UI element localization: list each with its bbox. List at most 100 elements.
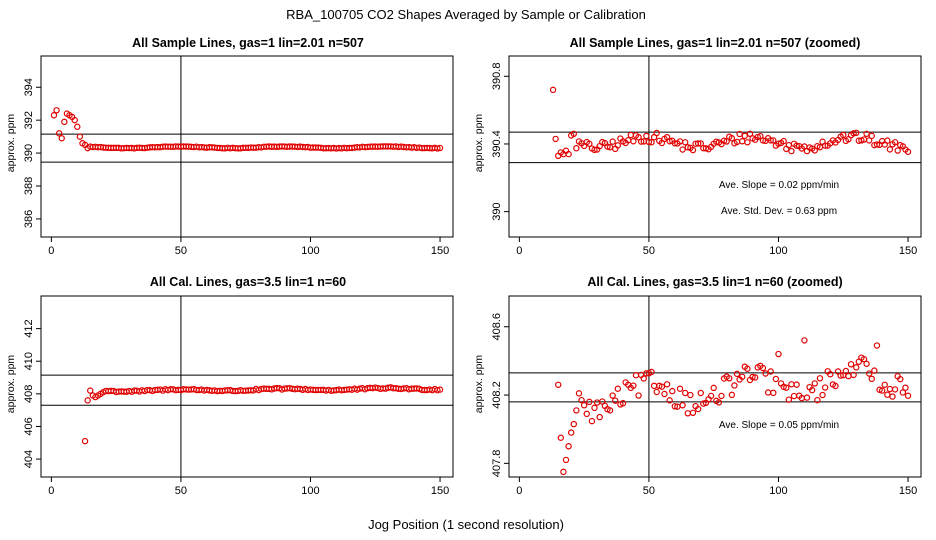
y-tick-label: 390.4 bbox=[491, 130, 503, 158]
plot-frame bbox=[508, 55, 922, 238]
y-axis-label: approx. ppm bbox=[473, 114, 485, 173]
data-point bbox=[682, 389, 689, 397]
x-tick-label: 0 bbox=[516, 245, 522, 257]
data-point bbox=[868, 132, 875, 140]
x-tick-label: 100 bbox=[769, 485, 787, 497]
data-point bbox=[635, 392, 642, 399]
data-point bbox=[873, 141, 881, 148]
y-axis-label: approx. ppm bbox=[473, 355, 485, 414]
data-point bbox=[868, 375, 875, 383]
x-tick-label: 50 bbox=[643, 245, 655, 257]
data-point bbox=[881, 381, 888, 388]
data-point bbox=[555, 381, 562, 388]
data-point bbox=[53, 107, 60, 114]
data-point bbox=[684, 144, 691, 151]
data-point bbox=[728, 391, 736, 399]
data-point bbox=[578, 396, 585, 404]
data-point bbox=[58, 135, 65, 142]
data-point bbox=[710, 384, 717, 392]
panel-all-sample-lines-zoomed: All Sample Lines, gas=1 lin=2.01 n=507 (… bbox=[473, 36, 922, 257]
data-point bbox=[751, 374, 759, 381]
data-point bbox=[679, 146, 686, 153]
data-point bbox=[557, 434, 565, 441]
data-point bbox=[573, 407, 580, 414]
data-point bbox=[775, 350, 782, 358]
data-point bbox=[853, 129, 860, 136]
data-point bbox=[739, 138, 746, 145]
annotation-text: Ave. Std. Dev. = 0.63 ppm bbox=[721, 206, 837, 217]
data-point bbox=[878, 387, 886, 394]
x-tick-label: 50 bbox=[643, 485, 655, 497]
data-point bbox=[899, 389, 907, 396]
x-tick-label: 150 bbox=[431, 245, 449, 257]
data-point bbox=[689, 146, 697, 154]
y-tick-label: 412 bbox=[23, 319, 35, 337]
x-tick-label: 0 bbox=[48, 485, 54, 497]
x-tick-label: 150 bbox=[899, 485, 917, 497]
data-point bbox=[894, 147, 901, 154]
data-point bbox=[562, 456, 570, 464]
data-point bbox=[591, 146, 598, 154]
data-point bbox=[570, 130, 577, 138]
data-point bbox=[772, 375, 780, 383]
data-point bbox=[889, 393, 896, 400]
data-point bbox=[630, 382, 637, 389]
panel-title: All Sample Lines, gas=1 lin=2.01 n=507 (… bbox=[570, 36, 861, 50]
data-point bbox=[904, 392, 912, 399]
data-point bbox=[865, 370, 873, 377]
data-point bbox=[573, 144, 580, 152]
data-point bbox=[588, 417, 596, 425]
data-point bbox=[630, 138, 637, 145]
annotation-text: Ave. Slope = 0.02 ppm/min bbox=[719, 180, 839, 191]
y-tick-label: 390.8 bbox=[491, 63, 503, 91]
data-point bbox=[645, 138, 653, 146]
panel-title: All Sample Lines, gas=1 lin=2.01 n=507 bbox=[132, 36, 364, 50]
data-point bbox=[886, 385, 894, 393]
data-point bbox=[565, 443, 572, 450]
panel-all-sample-lines: All Sample Lines, gas=1 lin=2.01 n=507 a… bbox=[5, 36, 454, 257]
data-point bbox=[596, 413, 603, 421]
data-point bbox=[640, 375, 647, 382]
annotation-text: Ave. Slope = 0.05 ppm/min bbox=[719, 420, 839, 431]
data-point bbox=[793, 142, 800, 149]
data-point bbox=[783, 384, 790, 391]
data-point bbox=[884, 391, 891, 398]
data-point bbox=[853, 364, 860, 371]
data-point bbox=[884, 137, 891, 144]
data-point bbox=[689, 409, 697, 416]
plot-frame bbox=[40, 295, 454, 478]
y-tick-label: 406 bbox=[23, 417, 35, 435]
data-point bbox=[793, 381, 800, 388]
y-tick-label: 410 bbox=[23, 352, 35, 370]
data-point bbox=[648, 139, 655, 146]
data-point bbox=[720, 137, 728, 144]
data-point bbox=[666, 397, 673, 404]
panel-all-cal-lines: All Cal. Lines, gas=3.5 lin=1 n=60 appro… bbox=[5, 275, 454, 497]
data-point bbox=[865, 137, 873, 144]
data-point bbox=[897, 375, 904, 383]
data-point bbox=[669, 387, 676, 395]
data-point bbox=[87, 387, 94, 394]
y-tick-label: 388 bbox=[23, 177, 35, 195]
x-tick-label: 150 bbox=[899, 245, 917, 257]
data-point bbox=[847, 361, 855, 368]
data-point bbox=[873, 342, 881, 349]
data-point bbox=[726, 375, 733, 382]
data-point bbox=[614, 385, 622, 392]
data-point bbox=[845, 372, 852, 380]
data-point bbox=[434, 387, 441, 394]
x-tick-label: 50 bbox=[175, 245, 187, 257]
data-point bbox=[904, 148, 912, 155]
data-point bbox=[658, 383, 666, 390]
data-point bbox=[580, 402, 588, 409]
data-point bbox=[661, 390, 668, 398]
y-tick-label: 407.8 bbox=[491, 450, 503, 478]
data-point bbox=[832, 382, 839, 390]
data-point bbox=[50, 112, 58, 119]
data-point bbox=[609, 392, 616, 399]
data-point bbox=[718, 392, 725, 400]
data-point bbox=[682, 139, 689, 146]
y-tick-label: 404 bbox=[23, 450, 35, 468]
x-tick-label: 100 bbox=[769, 245, 787, 257]
